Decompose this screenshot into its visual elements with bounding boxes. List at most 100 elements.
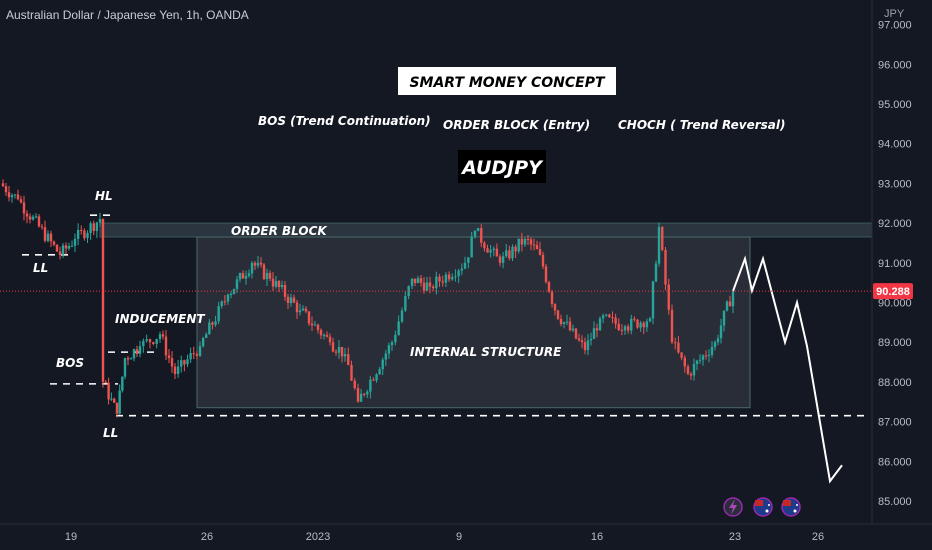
candle-body: [235, 279, 239, 289]
candle-body: [701, 355, 705, 360]
candle-body: [49, 233, 53, 242]
internal-structure-zone: [196, 236, 751, 409]
candle-body: [164, 336, 168, 356]
lightning-icon[interactable]: [723, 497, 743, 517]
candle-body: [728, 301, 732, 307]
candle-body: [486, 248, 489, 253]
candle-body: [286, 296, 290, 303]
candle-body: [220, 301, 223, 307]
candle-body: [292, 297, 296, 303]
candle-body: [201, 337, 205, 347]
candle-body: [369, 379, 372, 392]
candle-body: [541, 254, 545, 267]
candle-body: [155, 338, 158, 345]
y-tick-label: 87.000: [878, 417, 912, 429]
time-axis[interactable]: 19 26 2023 9 16 23 26: [65, 531, 824, 543]
candle-body: [492, 248, 495, 251]
candle-body: [538, 249, 542, 255]
candle-body: [686, 366, 690, 374]
candle-body: [664, 250, 667, 285]
candle-body: [722, 310, 726, 326]
candle-body: [457, 270, 460, 277]
candle-body: [565, 321, 569, 323]
candle-body: [359, 393, 363, 402]
candle-body: [180, 360, 183, 367]
axis-unit: JPY: [884, 8, 905, 20]
candle-body: [271, 278, 275, 287]
candle-body: [244, 275, 248, 279]
australia-flag-icon[interactable]: [753, 497, 773, 517]
candle-body: [145, 339, 148, 341]
x-tick-label: 16: [591, 531, 603, 543]
candle-body: [467, 257, 470, 263]
candle-body: [229, 294, 233, 296]
candle-body: [547, 281, 551, 292]
candle-body: [435, 276, 438, 289]
candle-body: [657, 227, 661, 264]
candle-body: [695, 360, 699, 365]
candle-body: [419, 278, 423, 283]
candle-body: [217, 306, 220, 322]
candle-body: [614, 317, 617, 324]
candle-body: [226, 294, 230, 302]
candle-body: [378, 369, 381, 375]
candle-body: [280, 284, 284, 288]
symbol-header: Australian Dollar / Japanese Yen, 1h, OA…: [6, 8, 249, 22]
candle-body: [710, 347, 714, 355]
candle-body: [571, 328, 575, 331]
candle-body: [295, 302, 299, 313]
candle-body: [89, 223, 92, 234]
symbol-label: AUDJPY: [460, 157, 544, 179]
candle-body: [76, 229, 80, 239]
symbol-box: AUDJPY: [458, 150, 546, 183]
candle-body: [319, 330, 323, 336]
candle-body: [350, 365, 353, 381]
candle-body: [517, 238, 520, 252]
candle-body: [340, 346, 344, 357]
candle-body: [441, 281, 444, 283]
candle-body: [514, 246, 517, 252]
candle-body: [316, 324, 320, 331]
candle-body: [498, 256, 502, 263]
candle-body: [176, 366, 180, 374]
candle-body: [73, 238, 77, 246]
candle-body: [183, 360, 186, 365]
candle-body: [559, 318, 563, 325]
candle-body: [152, 342, 155, 345]
y-tick-label: 89.000: [878, 337, 912, 349]
candle-body: [126, 358, 130, 360]
candle-body: [425, 282, 429, 291]
candle-body: [104, 381, 107, 383]
candle-body: [322, 334, 326, 336]
price-axis[interactable]: 85.000 86.000 87.000 88.000 89.000 90.000 91.0…: [878, 20, 912, 508]
x-tick-label: 26: [812, 531, 824, 543]
candle-body: [719, 325, 723, 339]
candle-body: [661, 227, 664, 251]
candle-body: [725, 301, 729, 311]
candle-body: [247, 273, 251, 276]
candle-body: [473, 231, 477, 237]
title-box: SMART MONEY CONCEPT: [398, 67, 616, 95]
candle-body: [523, 238, 527, 245]
candle-body: [37, 216, 41, 227]
candle-body: [689, 373, 693, 376]
candle-body: [397, 321, 400, 336]
candle-body: [598, 318, 602, 331]
choch-label: CHOCH ( Trend Reversal): [618, 118, 785, 132]
candle-body: [61, 245, 65, 255]
candles: [1, 179, 735, 418]
candle-body: [601, 315, 605, 319]
candle-body: [307, 311, 311, 324]
candle-body: [400, 310, 404, 322]
candle-body: [28, 216, 32, 220]
candle-body: [413, 278, 417, 284]
candle-body: [372, 379, 375, 381]
candle-body: [259, 262, 263, 265]
australia-flag-icon[interactable]: [781, 497, 801, 517]
candle-body: [214, 321, 217, 325]
candle-body: [241, 273, 245, 279]
candle-body: [331, 342, 335, 352]
candle-body: [158, 334, 162, 339]
candle-body: [574, 328, 578, 339]
